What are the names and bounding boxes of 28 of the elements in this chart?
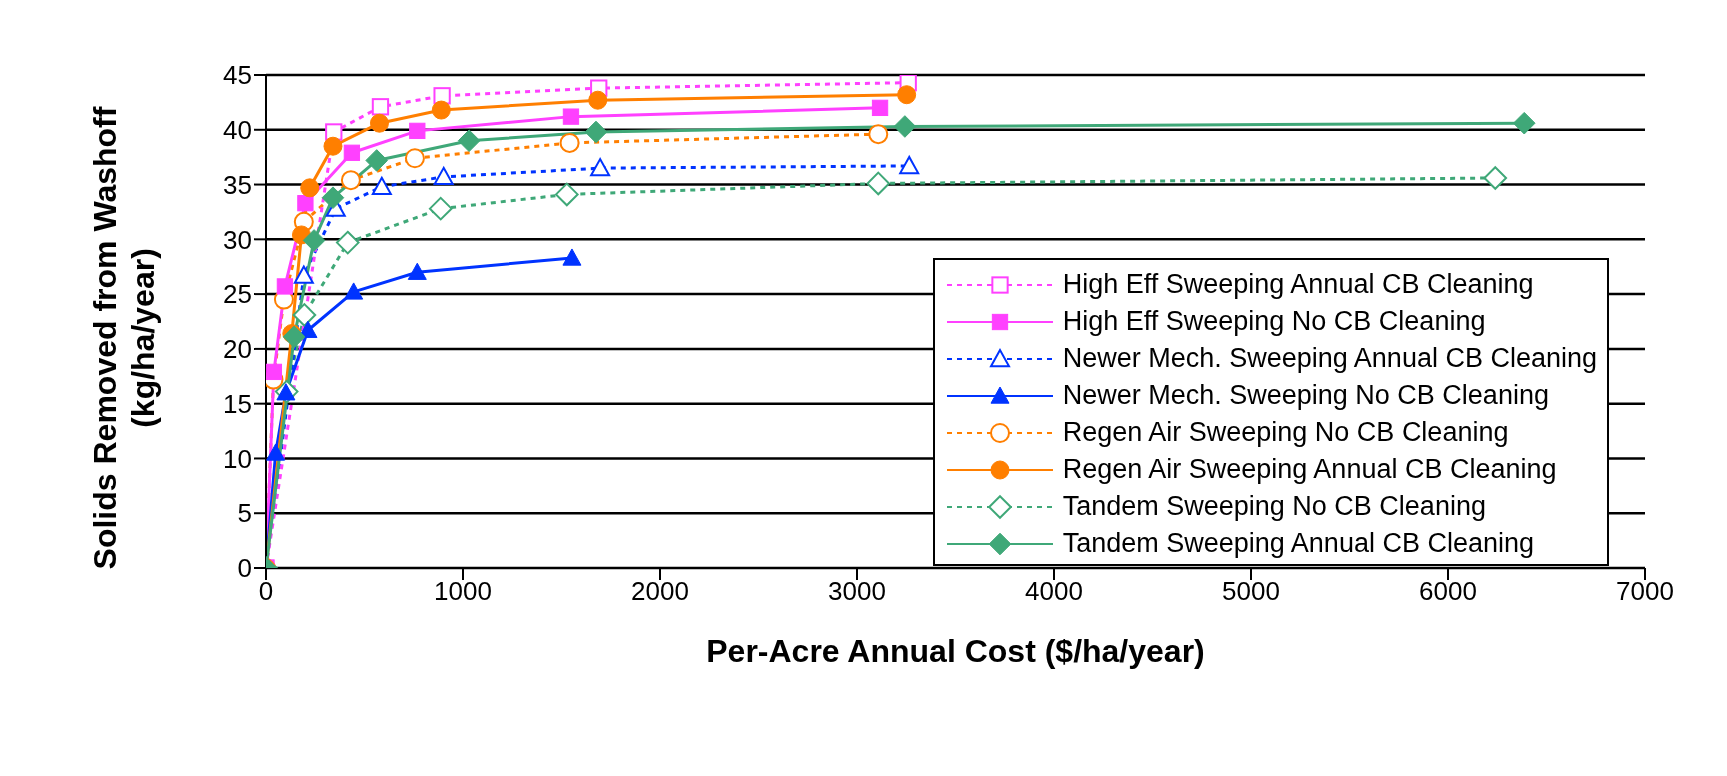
x-tick-label: 2000	[631, 576, 689, 607]
x-tick-label: 0	[258, 576, 274, 607]
legend-label: Tandem Sweeping Annual CB Cleaning	[1062, 528, 1535, 559]
y-tick-label: 35	[223, 169, 252, 200]
y-axis-title: Solids Removed from Washoff (kg/ha/year)	[87, 106, 161, 570]
legend-label: Regen Air Sweeping No CB Cleaning	[1062, 417, 1509, 448]
x-axis-title: Per-Acre Annual Cost ($/ha/year)	[705, 633, 1206, 670]
y-tick-label: 15	[223, 388, 252, 419]
y-tick-label: 30	[223, 224, 252, 255]
x-tick-label: 6000	[1419, 576, 1477, 607]
x-tick-label: 3000	[828, 576, 886, 607]
y-tick-label: 45	[223, 60, 252, 91]
y-tick-label: 20	[223, 334, 252, 365]
legend-label: High Eff Sweeping Annual CB Cleaning	[1062, 269, 1534, 300]
legend-label: High Eff Sweeping No CB Cleaning	[1062, 306, 1486, 337]
y-tick-label: 5	[237, 498, 252, 529]
legend-label: Newer Mech. Sweeping No CB Cleaning	[1062, 380, 1549, 411]
legend-label: Regen Air Sweeping Annual CB Cleaning	[1062, 454, 1557, 485]
legend-label: Newer Mech. Sweeping Annual CB Cleaning	[1062, 343, 1597, 374]
y-tick-label: 0	[237, 553, 252, 584]
y-tick-label: 25	[223, 279, 252, 310]
legend-label: Tandem Sweeping No CB Cleaning	[1062, 491, 1486, 522]
y-tick-label: 40	[223, 115, 252, 146]
x-tick-label: 5000	[1222, 576, 1280, 607]
x-tick-label: 7000	[1616, 576, 1674, 607]
x-tick-label: 4000	[1025, 576, 1083, 607]
x-tick-label: 1000	[434, 576, 492, 607]
y-tick-label: 10	[223, 443, 252, 474]
